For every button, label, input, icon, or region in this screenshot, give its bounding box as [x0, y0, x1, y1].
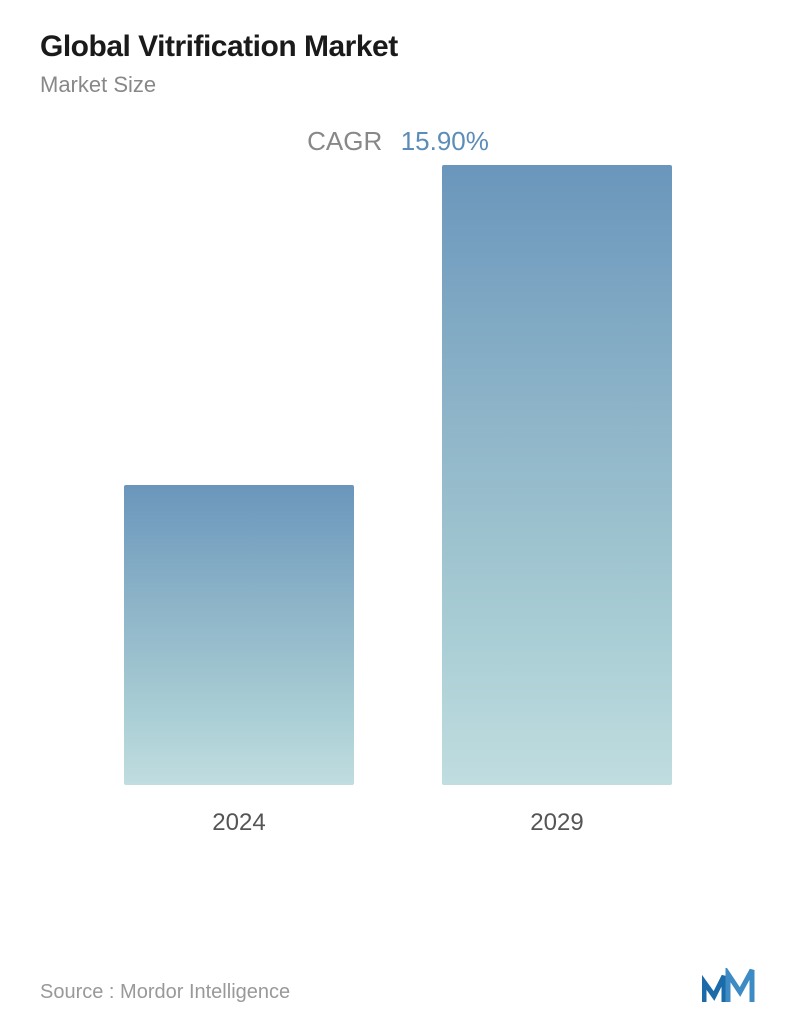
- bar-group-1: 2029: [437, 165, 677, 837]
- source-text: Source : Mordor Intelligence: [40, 981, 290, 1004]
- chart-subtitle: Market Size: [40, 72, 756, 98]
- bar-group-0: 2024: [119, 485, 359, 837]
- mordor-logo-icon: [702, 968, 756, 1004]
- chart-title: Global Vitrification Market: [40, 30, 756, 64]
- cagr-value: 15.90%: [401, 126, 489, 157]
- bar-label-0: 2024: [212, 809, 265, 837]
- footer: Source : Mordor Intelligence: [40, 968, 756, 1004]
- chart-area: 2024 2029: [40, 207, 756, 857]
- cagr-label: CAGR: [307, 126, 382, 157]
- bar-0: [124, 485, 354, 785]
- bar-label-1: 2029: [530, 809, 583, 837]
- bar-1: [442, 165, 672, 785]
- cagr-row: CAGR 15.90%: [40, 126, 756, 157]
